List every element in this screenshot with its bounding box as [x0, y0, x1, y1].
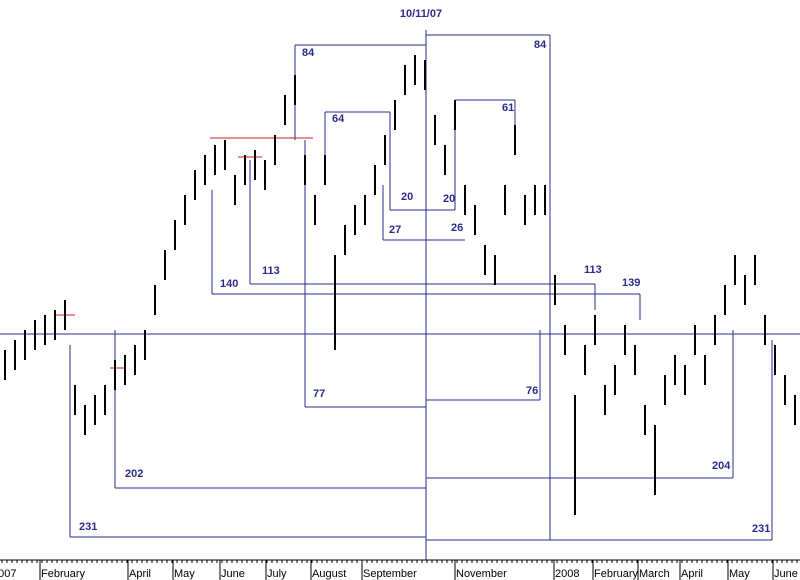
x-tick-label: February — [41, 568, 86, 580]
x-tick-label: August — [312, 568, 346, 580]
cycle-label: 113 — [584, 264, 602, 276]
x-tick-label: March — [639, 568, 670, 580]
x-tick-label: 2008 — [555, 568, 579, 580]
cycle-label: 77 — [313, 388, 325, 400]
x-tick-label: September — [363, 568, 417, 580]
cycle-label: 202 — [125, 468, 143, 480]
cycle-label: 76 — [526, 385, 538, 397]
cycle-label: 20 — [401, 191, 413, 203]
x-tick-label: April — [129, 568, 151, 580]
cycle-label: 20 — [443, 193, 455, 205]
cycle-label: 231 — [752, 523, 770, 535]
chart-title: 10/11/07 — [400, 8, 442, 20]
cycle-label: 139 — [622, 277, 640, 289]
cycle-label: 64 — [332, 113, 345, 125]
cycle-label: 26 — [451, 222, 463, 234]
x-tick-label: May — [174, 568, 195, 580]
x-tick-label: February — [594, 568, 639, 580]
x-tick-label: June — [221, 568, 245, 580]
cycle-label: 27 — [389, 224, 401, 236]
cycle-label: 231 — [79, 521, 97, 533]
x-tick-label: November — [456, 568, 507, 580]
cycle-label: 84 — [534, 39, 547, 51]
x-tick-label: May — [729, 568, 750, 580]
cycle-label: 204 — [712, 460, 731, 472]
cycle-label: 140 — [220, 278, 238, 290]
cycle-label: 61 — [502, 102, 514, 114]
x-tick-label: 2007 — [0, 568, 16, 580]
cycle-label: 113 — [262, 265, 280, 277]
x-tick-label: April — [681, 568, 703, 580]
x-tick-label: June — [774, 568, 798, 580]
cycle-label: 84 — [302, 47, 315, 59]
x-tick-label: July — [267, 568, 287, 580]
